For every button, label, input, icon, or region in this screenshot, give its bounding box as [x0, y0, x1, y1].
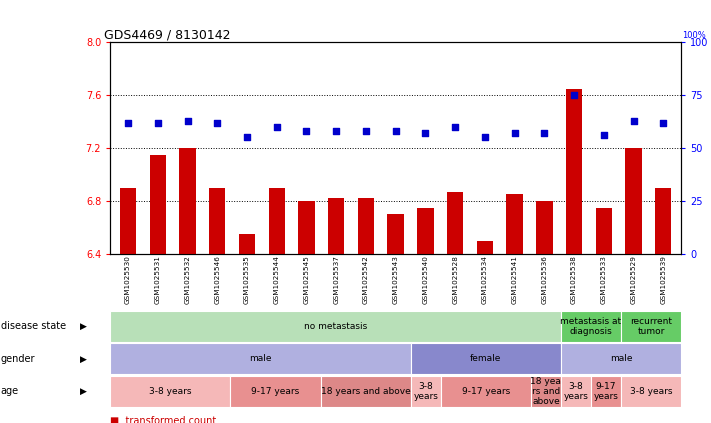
Bar — [411, 343, 561, 374]
Bar — [566, 88, 582, 254]
Text: age: age — [1, 387, 18, 396]
Text: male: male — [249, 354, 272, 363]
Text: 3-8 years: 3-8 years — [149, 387, 191, 396]
Text: female: female — [470, 354, 501, 363]
Point — [390, 128, 401, 135]
Bar — [476, 241, 493, 254]
Point — [122, 119, 134, 126]
Text: 3-8 years: 3-8 years — [630, 387, 673, 396]
Bar — [387, 214, 404, 254]
Text: recurrent
tumor: recurrent tumor — [630, 317, 672, 336]
Text: male: male — [610, 354, 632, 363]
Text: ▶: ▶ — [80, 354, 87, 363]
Point — [182, 117, 193, 124]
Text: 9-17 years: 9-17 years — [461, 387, 510, 396]
Bar — [358, 198, 374, 254]
Point — [271, 124, 282, 130]
Bar — [561, 343, 681, 374]
Bar — [179, 148, 196, 254]
Text: gender: gender — [1, 354, 36, 364]
Text: 3-8
years: 3-8 years — [413, 382, 438, 401]
Point — [628, 117, 639, 124]
Bar — [149, 155, 166, 254]
Bar — [621, 311, 681, 342]
Bar — [230, 376, 321, 407]
Point — [152, 119, 164, 126]
Point — [598, 132, 609, 139]
Text: no metastasis: no metastasis — [304, 322, 367, 331]
Bar — [531, 376, 561, 407]
Point — [539, 130, 550, 137]
Point — [658, 119, 669, 126]
Bar — [411, 376, 441, 407]
Bar — [506, 194, 523, 254]
Text: 18 years and above: 18 years and above — [321, 387, 410, 396]
Bar — [209, 188, 225, 254]
Bar — [591, 376, 621, 407]
Bar — [561, 376, 591, 407]
Bar — [447, 192, 464, 254]
Bar — [110, 376, 230, 407]
Point — [331, 128, 342, 135]
Bar — [626, 148, 642, 254]
Point — [509, 130, 520, 137]
Text: 9-17 years: 9-17 years — [252, 387, 299, 396]
Point — [301, 128, 312, 135]
Bar — [239, 234, 255, 254]
Text: disease state: disease state — [1, 321, 66, 331]
Bar — [299, 201, 315, 254]
Bar — [269, 188, 285, 254]
Text: 100%: 100% — [682, 31, 705, 40]
Bar — [110, 311, 561, 342]
Bar — [328, 198, 344, 254]
Text: 3-8
years: 3-8 years — [564, 382, 589, 401]
Point — [479, 134, 491, 141]
Text: GDS4469 / 8130142: GDS4469 / 8130142 — [105, 28, 231, 41]
Text: ▶: ▶ — [80, 322, 87, 331]
Bar — [655, 188, 671, 254]
Text: ▶: ▶ — [80, 387, 87, 396]
Bar — [441, 376, 531, 407]
Point — [360, 128, 372, 135]
Text: ■  transformed count: ■ transformed count — [110, 416, 216, 423]
Point — [449, 124, 461, 130]
Bar — [621, 376, 681, 407]
Bar — [596, 208, 612, 254]
Text: 18 yea
rs and
above: 18 yea rs and above — [530, 376, 562, 407]
Bar — [120, 188, 137, 254]
Bar — [110, 343, 411, 374]
Bar — [561, 311, 621, 342]
Bar — [536, 201, 552, 254]
Point — [212, 119, 223, 126]
Point — [568, 92, 579, 99]
Bar — [417, 208, 434, 254]
Text: metastasis at
diagnosis: metastasis at diagnosis — [560, 317, 621, 336]
Point — [241, 134, 252, 141]
Bar — [321, 376, 411, 407]
Text: 9-17
years: 9-17 years — [594, 382, 619, 401]
Point — [419, 130, 431, 137]
